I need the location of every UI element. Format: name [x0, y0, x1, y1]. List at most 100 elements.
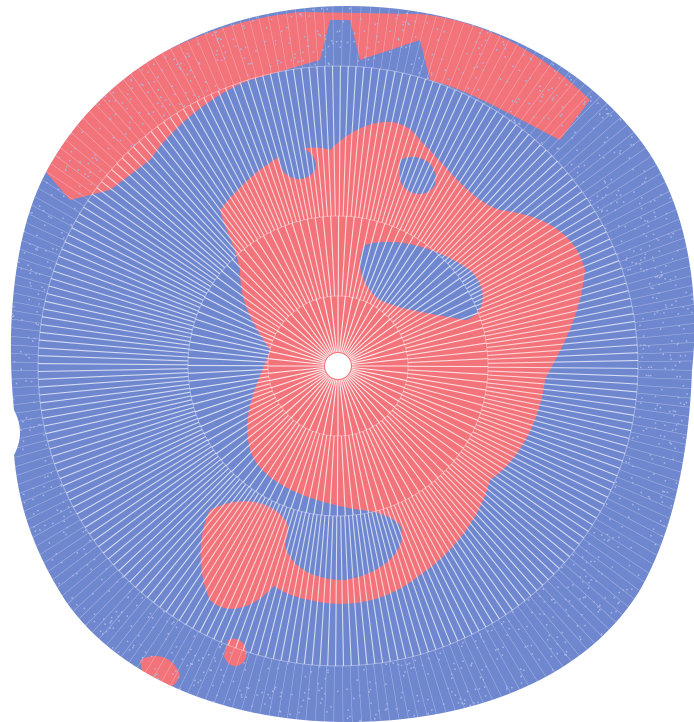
speckle: [73, 100, 75, 102]
speckle: [83, 549, 85, 551]
speckle: [506, 634, 508, 636]
speckle: [357, 60, 359, 62]
speckle: [71, 224, 73, 226]
speckle: [198, 96, 200, 98]
speckle: [262, 692, 264, 694]
speckle: [675, 365, 677, 367]
speckle: [617, 620, 619, 622]
speckle: [173, 621, 175, 623]
speckle: [646, 269, 648, 271]
speckle: [24, 515, 26, 517]
speckle: [56, 553, 58, 555]
speckle: [375, 714, 377, 716]
speckle: [12, 285, 14, 287]
speckle: [1, 317, 2, 319]
speckle: [654, 212, 656, 214]
speckle: [506, 688, 508, 690]
speckle: [633, 251, 635, 253]
speckle: [16, 258, 18, 260]
speckle: [38, 424, 40, 426]
speckle: [378, 41, 380, 43]
speckle: [560, 59, 562, 61]
speckle: [593, 128, 595, 130]
speckle: [670, 359, 672, 361]
speckle: [543, 588, 545, 590]
speckle: [304, 692, 306, 694]
speckle: [461, 667, 463, 669]
speckle: [518, 99, 520, 101]
speckle: [505, 56, 507, 58]
speckle: [487, 32, 489, 34]
speckle: [66, 166, 68, 168]
speckle: [604, 539, 606, 541]
speckle: [16, 383, 17, 385]
speckle: [39, 567, 41, 569]
speckle: [89, 101, 91, 103]
speckle: [74, 208, 76, 210]
speckle: [414, 21, 416, 23]
speckle: [33, 526, 35, 528]
speckle: [24, 191, 26, 193]
speckle: [598, 556, 600, 558]
speckle: [619, 498, 621, 500]
speckle: [385, 709, 387, 711]
speckle: [348, 709, 350, 711]
speckle: [557, 643, 559, 645]
speckle: [641, 208, 643, 210]
speckle: [210, 709, 212, 711]
speckle: [581, 614, 583, 616]
speckle: [660, 275, 662, 277]
speckle: [115, 114, 117, 116]
speckle: [216, 695, 218, 697]
speckle: [393, 663, 395, 665]
speckle: [172, 86, 174, 88]
speckle: [502, 654, 504, 656]
speckle: [673, 511, 675, 513]
speckle: [271, 19, 273, 21]
speckle: [274, 8, 276, 10]
speckle: [31, 212, 32, 214]
speckle: [23, 517, 25, 519]
speckle: [132, 88, 134, 90]
speckle: [627, 269, 629, 271]
speckle: [520, 668, 522, 670]
speckle: [10, 297, 12, 299]
speckle: [462, 703, 464, 705]
speckle: [165, 57, 167, 59]
speckle: [113, 137, 115, 139]
speckle: [24, 252, 26, 254]
speckle: [337, 31, 339, 33]
speckle: [166, 703, 168, 705]
speckle: [208, 654, 210, 656]
speckle: [63, 196, 65, 198]
speckle: [12, 199, 14, 201]
speckle: [240, 48, 242, 50]
speckle: [99, 170, 101, 172]
speckle: [169, 104, 171, 106]
speckle: [611, 179, 613, 181]
speckle: [168, 695, 170, 697]
speckle: [415, 660, 417, 662]
speckle: [397, 15, 399, 17]
speckle: [617, 603, 619, 605]
speckle: [60, 493, 62, 495]
speckle: [618, 537, 620, 539]
speckle: [481, 44, 483, 46]
speckle: [57, 138, 59, 140]
speckle: [38, 303, 40, 305]
speckle: [368, 59, 370, 61]
speckle: [275, 40, 277, 42]
speckle: [678, 423, 680, 425]
speckle: [21, 209, 23, 211]
speckle: [326, 711, 328, 713]
speckle: [286, 7, 288, 9]
speckle: [34, 146, 36, 148]
speckle: [127, 641, 129, 643]
speckle: [431, 72, 433, 74]
speckle: [676, 424, 678, 426]
speckle: [678, 313, 680, 315]
speckle: [503, 41, 505, 43]
speckle: [176, 646, 178, 648]
speckle: [104, 623, 106, 625]
speckle: [147, 92, 149, 94]
